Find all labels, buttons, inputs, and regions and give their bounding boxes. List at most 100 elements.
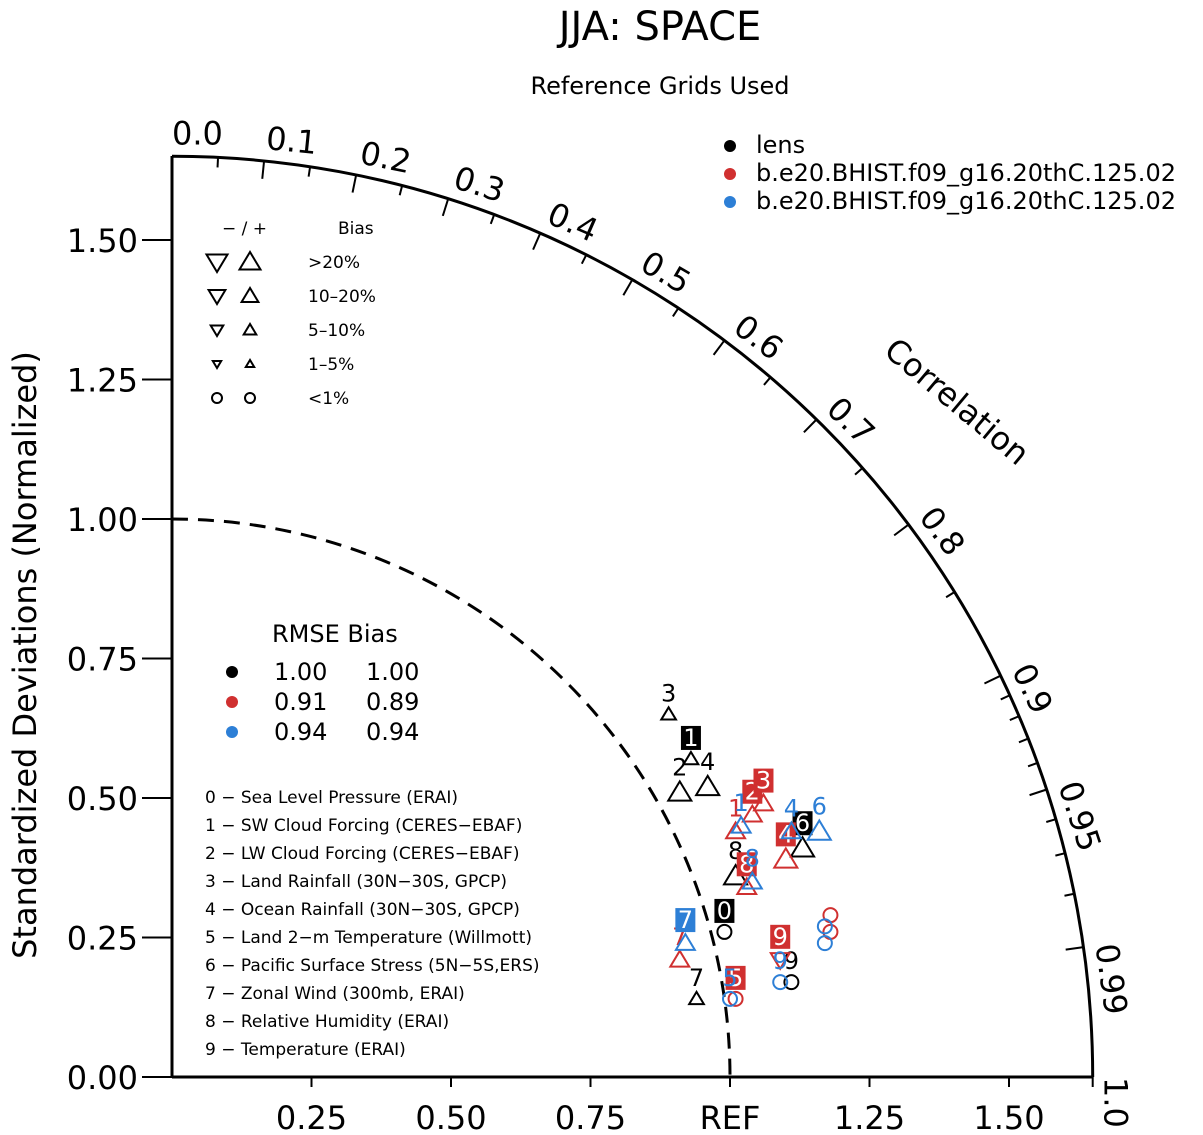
- series-legend-label: b.e20.BHIST.f09_g16.20thC.125.02: [756, 159, 1176, 187]
- chart-subtitle: Reference Grids Used: [530, 72, 789, 100]
- data-point-label: 4: [700, 748, 715, 776]
- bias-legend-label: 5–10%: [308, 321, 365, 341]
- bias-legend-label: 10–20%: [308, 287, 376, 307]
- data-point-label-box: [680, 725, 701, 750]
- corr-tick-label: 0.9: [1004, 657, 1060, 719]
- bias-legend-label: >20%: [308, 253, 360, 273]
- corr-minor-tick: [1018, 737, 1029, 744]
- corr-tick-label: 0.0: [172, 114, 223, 152]
- data-point-label: 5: [722, 964, 737, 992]
- variable-entry: 0 − Sea Level Pressure (ERAI): [205, 788, 458, 808]
- variable-entry: 6 − Pacific Surface Stress (5N−5S,ERS): [205, 956, 540, 976]
- bias-legend-marker-plus: [244, 358, 256, 368]
- data-point-label: 5: [728, 964, 743, 992]
- y-tick-label: 0.00: [67, 1059, 138, 1097]
- corr-tick-mark: [893, 523, 910, 537]
- corr-tick-mark: [983, 674, 1002, 685]
- data-point-label: 1: [734, 789, 749, 817]
- corr-tick-label: 0.95: [1050, 776, 1108, 856]
- data-point-label: 1: [728, 794, 743, 822]
- data-point-marker: [716, 923, 733, 940]
- data-point-marker: [666, 779, 694, 802]
- y-tick-label: 1.25: [67, 362, 138, 400]
- corr-minor-tick: [854, 467, 864, 476]
- corr-minor-tick: [1064, 892, 1075, 897]
- data-point-label: 9: [784, 947, 799, 975]
- bias-value: 0.94: [366, 718, 419, 746]
- corr-tick-label: 0.4: [542, 195, 604, 250]
- data-point-marker: [816, 935, 833, 952]
- corr-minor-tick: [945, 591, 956, 599]
- data-point-label-box: [725, 965, 746, 990]
- bias-legend-marker-minus: [211, 360, 223, 370]
- corr-tick-mark: [712, 339, 726, 356]
- data-point-marker: [741, 870, 764, 890]
- corr-minor-tick: [580, 254, 588, 265]
- y-tick-label: 1.00: [67, 501, 138, 539]
- corr-minor-tick: [763, 376, 772, 386]
- variable-entry: 5 − Land 2−m Temperature (Willmott): [205, 928, 532, 948]
- rmse-value: 0.91: [274, 688, 327, 716]
- corr-tick-mark: [803, 418, 818, 434]
- data-point-marker: [772, 974, 789, 991]
- corr-tick-label: 0.7: [819, 389, 882, 452]
- data-point-label: 3: [756, 767, 771, 795]
- corr-tick-label: 0.2: [357, 134, 414, 181]
- data-point-label: 4: [784, 794, 799, 822]
- data-point-label: 0: [717, 897, 732, 925]
- data-point-marker: [772, 846, 800, 869]
- data-point-label: 6: [812, 792, 827, 820]
- data-point-marker: [783, 974, 800, 991]
- data-point-marker: [668, 948, 691, 968]
- corr-tick-mark: [622, 279, 634, 296]
- data-point-marker: [681, 749, 701, 766]
- corr-tick-mark: [261, 160, 266, 179]
- data-point-marker: [741, 803, 764, 823]
- x-tick-label: REF: [700, 1099, 761, 1135]
- bias-legend: − / + Bias >20% 10–20% 5–10% 1–5% <1%: [204, 219, 376, 409]
- data-point-label-box: [714, 898, 735, 923]
- chart-title: JJA: SPACE: [556, 4, 762, 50]
- data-point-marker: [687, 989, 706, 1006]
- data-point-label-box: [792, 811, 813, 836]
- data-point-marker: [722, 990, 738, 1007]
- series-2: 1 4 5 6 7 8 9: [674, 789, 833, 1007]
- variable-entry: 1 − SW Cloud Forcing (CERES−EBAF): [205, 816, 522, 836]
- y-axis-label: Standardized Deviations (Normalized): [6, 351, 44, 959]
- reference-arc: [171, 517, 732, 1078]
- data-point-marker: [769, 952, 792, 971]
- data-point-label-box: [770, 924, 791, 949]
- rmse-table-header: RMSE Bias: [272, 620, 398, 648]
- corr-tick-mark: [351, 174, 358, 193]
- bias-value: 1.00: [366, 658, 419, 686]
- series-legend-label: b.e20.BHIST.f09_g16.20thC.125.02: [756, 187, 1176, 215]
- series-legend-dot: [724, 168, 736, 180]
- data-point-label: 4: [778, 820, 793, 848]
- variable-entry: 4 − Ocean Rainfall (30N−30S, GPCP): [205, 900, 520, 920]
- corr-minor-tick: [1009, 715, 1020, 721]
- data-point-marker: [724, 820, 747, 840]
- series-legend-label: lens: [756, 131, 805, 159]
- corr-minor-tick: [1000, 694, 1011, 701]
- corr-minor-tick: [1055, 852, 1066, 857]
- data-point-marker: [805, 818, 833, 841]
- bias-legend-marker-plus: [241, 322, 259, 336]
- variable-entry: 9 − Temperature (ERAI): [205, 1040, 406, 1060]
- data-point-marker: [780, 820, 803, 840]
- bias-legend-marker-minus: [204, 253, 230, 274]
- outer-arc: [171, 154, 1095, 1078]
- data-point-marker: [752, 792, 775, 812]
- variable-entry: 3 − Land Rainfall (30N−30S, GPCP): [205, 872, 507, 892]
- data-point-label: 2: [672, 753, 687, 781]
- corr-minor-tick: [1045, 818, 1057, 823]
- series-legend: lensb.e20.BHIST.f09_g16.20thC.125.02b.e2…: [724, 131, 1176, 215]
- corr-minor-tick: [398, 185, 404, 196]
- y-tick-label: 1.50: [67, 222, 138, 260]
- corr-tick-label: 0.99: [1087, 941, 1135, 1017]
- data-point-label: 7: [689, 964, 704, 992]
- data-point-label: 7: [678, 906, 693, 934]
- corr-minor-tick: [216, 157, 220, 168]
